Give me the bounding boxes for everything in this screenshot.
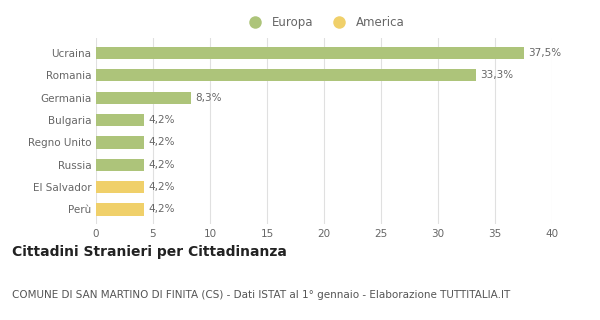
Bar — [96, 92, 191, 104]
Text: 37,5%: 37,5% — [528, 48, 561, 58]
Bar — [96, 159, 144, 171]
Text: 33,3%: 33,3% — [480, 70, 514, 80]
Text: 4,2%: 4,2% — [148, 204, 175, 214]
Text: 4,2%: 4,2% — [148, 115, 175, 125]
Bar — [96, 69, 476, 82]
Legend: Europa, America: Europa, America — [244, 16, 404, 29]
Text: COMUNE DI SAN MARTINO DI FINITA (CS) - Dati ISTAT al 1° gennaio - Elaborazione T: COMUNE DI SAN MARTINO DI FINITA (CS) - D… — [12, 290, 510, 300]
Bar — [96, 114, 144, 126]
Text: 4,2%: 4,2% — [148, 182, 175, 192]
Text: Cittadini Stranieri per Cittadinanza: Cittadini Stranieri per Cittadinanza — [12, 245, 287, 259]
Bar — [96, 203, 144, 216]
Bar — [96, 181, 144, 193]
Bar — [96, 47, 523, 59]
Text: 4,2%: 4,2% — [148, 160, 175, 170]
Text: 8,3%: 8,3% — [195, 93, 221, 103]
Text: 4,2%: 4,2% — [148, 137, 175, 148]
Bar — [96, 136, 144, 148]
